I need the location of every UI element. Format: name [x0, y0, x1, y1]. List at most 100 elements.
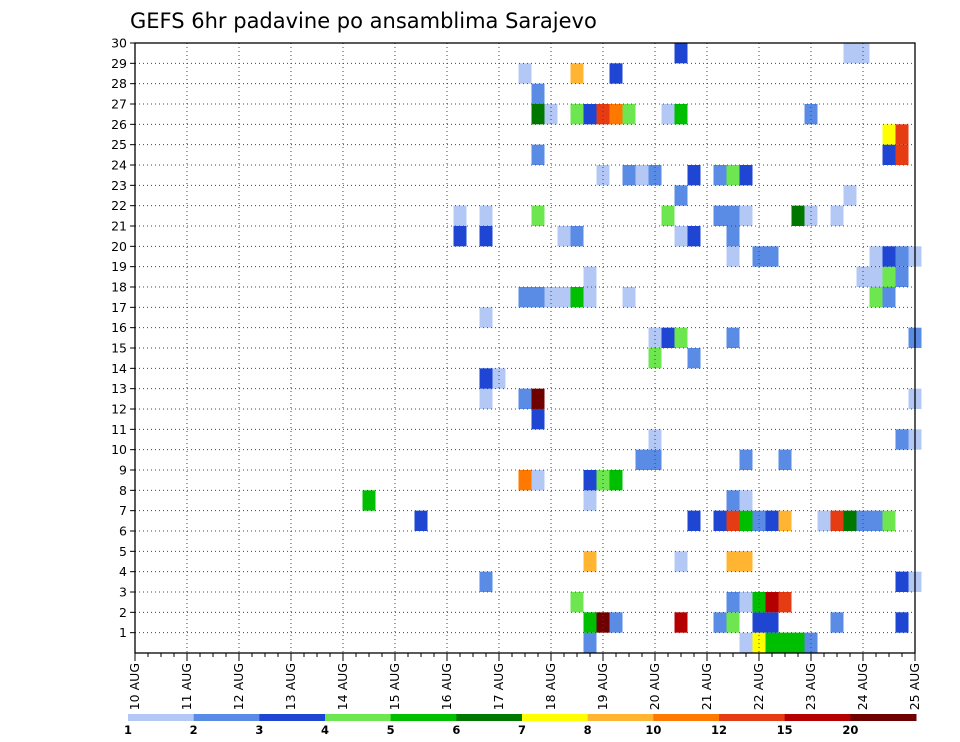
colorbar-label: 8: [584, 723, 592, 737]
heat-cell: [570, 592, 584, 613]
y-tick-label: 3: [119, 585, 127, 600]
heat-cell: [674, 327, 688, 348]
y-tick-label: 25: [111, 137, 127, 152]
heat-cell: [531, 144, 545, 165]
heat-cell: [453, 205, 467, 226]
y-tick-label: 14: [111, 361, 127, 376]
y-tick-label: 16: [111, 320, 127, 335]
heat-cell: [518, 287, 532, 308]
heat-cell: [869, 287, 883, 308]
heat-cell: [661, 104, 675, 125]
heat-cell: [726, 205, 740, 226]
x-tick-label: 14 AUG: [335, 663, 350, 710]
y-tick-label: 23: [111, 178, 127, 193]
x-tick-label: 12 AUG: [231, 663, 246, 710]
heat-cell: [362, 490, 376, 511]
heat-cell: [414, 510, 428, 531]
y-tick-label: 12: [111, 402, 127, 417]
heat-cell: [518, 470, 532, 491]
colorbar-label: 4: [321, 723, 329, 737]
heat-cell: [726, 165, 740, 186]
colorbar-swatch: [325, 714, 392, 721]
heat-cell: [830, 612, 844, 633]
heat-cell: [843, 43, 857, 64]
heat-cell: [739, 551, 753, 572]
heat-cell: [869, 246, 883, 267]
y-tick-label: 8: [119, 483, 127, 498]
heat-cell: [895, 571, 909, 592]
heat-cell: [726, 490, 740, 511]
y-tick-label: 13: [111, 381, 127, 396]
chart-title: GEFS 6hr padavine po ansamblima Sarajevo: [130, 9, 597, 33]
heat-cell: [895, 266, 909, 287]
heat-cell: [479, 205, 493, 226]
heat-cell: [596, 612, 610, 633]
heat-cell: [544, 287, 558, 308]
heat-cell: [856, 266, 870, 287]
colorbar-swatch: [390, 714, 457, 721]
heat-cell: [674, 612, 688, 633]
heat-cell: [609, 612, 623, 633]
y-tick-label: 24: [111, 158, 127, 173]
y-tick-label: 17: [111, 300, 127, 315]
x-tick-label: 10 AUG: [127, 663, 142, 710]
y-tick-label: 4: [119, 564, 127, 579]
heat-cell: [479, 368, 493, 389]
heat-cell: [687, 165, 701, 186]
heat-cell: [765, 510, 779, 531]
y-tick-label: 1: [119, 625, 127, 640]
heat-cell: [856, 510, 870, 531]
heat-cell: [739, 592, 753, 613]
heat-cell: [778, 449, 792, 470]
heat-cell: [778, 510, 792, 531]
heat-cell: [674, 551, 688, 572]
y-axis-ticks: 1234567891011121314151617181920212223242…: [111, 36, 135, 640]
heat-cell: [583, 551, 597, 572]
colorbar-swatch: [587, 714, 654, 721]
heat-cell: [635, 449, 649, 470]
heat-cell: [739, 632, 753, 653]
heat-cell: [609, 104, 623, 125]
heat-cell: [765, 246, 779, 267]
y-tick-label: 30: [111, 36, 127, 51]
heat-cell: [739, 449, 753, 470]
heat-cell: [518, 63, 532, 84]
heat-cell: [895, 144, 909, 165]
x-tick-label: 15 AUG: [387, 663, 402, 710]
colorbar-label: 2: [190, 723, 198, 737]
heat-cell: [531, 388, 545, 409]
heat-cell: [674, 104, 688, 125]
heat-cell: [765, 592, 779, 613]
y-tick-label: 15: [111, 341, 127, 356]
heat-cell: [492, 368, 506, 389]
y-tick-label: 10: [111, 442, 127, 457]
heat-cell: [687, 226, 701, 247]
colorbar-swatch: [259, 714, 326, 721]
heat-cell: [752, 632, 766, 653]
heat-cell: [570, 63, 584, 84]
colorbar-swatch: [128, 714, 195, 721]
colorbar-label: 10: [645, 723, 661, 737]
heat-cell: [687, 510, 701, 531]
x-tick-label: 13 AUG: [283, 663, 298, 710]
heat-cell: [726, 327, 740, 348]
x-tick-label: 18 AUG: [543, 663, 558, 710]
heat-cell: [596, 470, 610, 491]
colorbar-swatch: [522, 714, 589, 721]
y-tick-label: 6: [119, 524, 127, 539]
heat-cell: [713, 510, 727, 531]
heat-cell: [531, 470, 545, 491]
heat-cell: [765, 632, 779, 653]
colorbar-label: 20: [842, 723, 858, 737]
x-tick-label: 25 AUG: [907, 663, 922, 710]
heat-cell: [648, 327, 662, 348]
heat-cell: [804, 104, 818, 125]
x-tick-label: 16 AUG: [439, 663, 454, 710]
heat-cell: [661, 205, 675, 226]
y-tick-label: 26: [111, 117, 127, 132]
colorbar-label: 1: [124, 723, 132, 737]
heat-cell: [479, 307, 493, 328]
heat-cell: [570, 287, 584, 308]
heat-cell: [804, 632, 818, 653]
